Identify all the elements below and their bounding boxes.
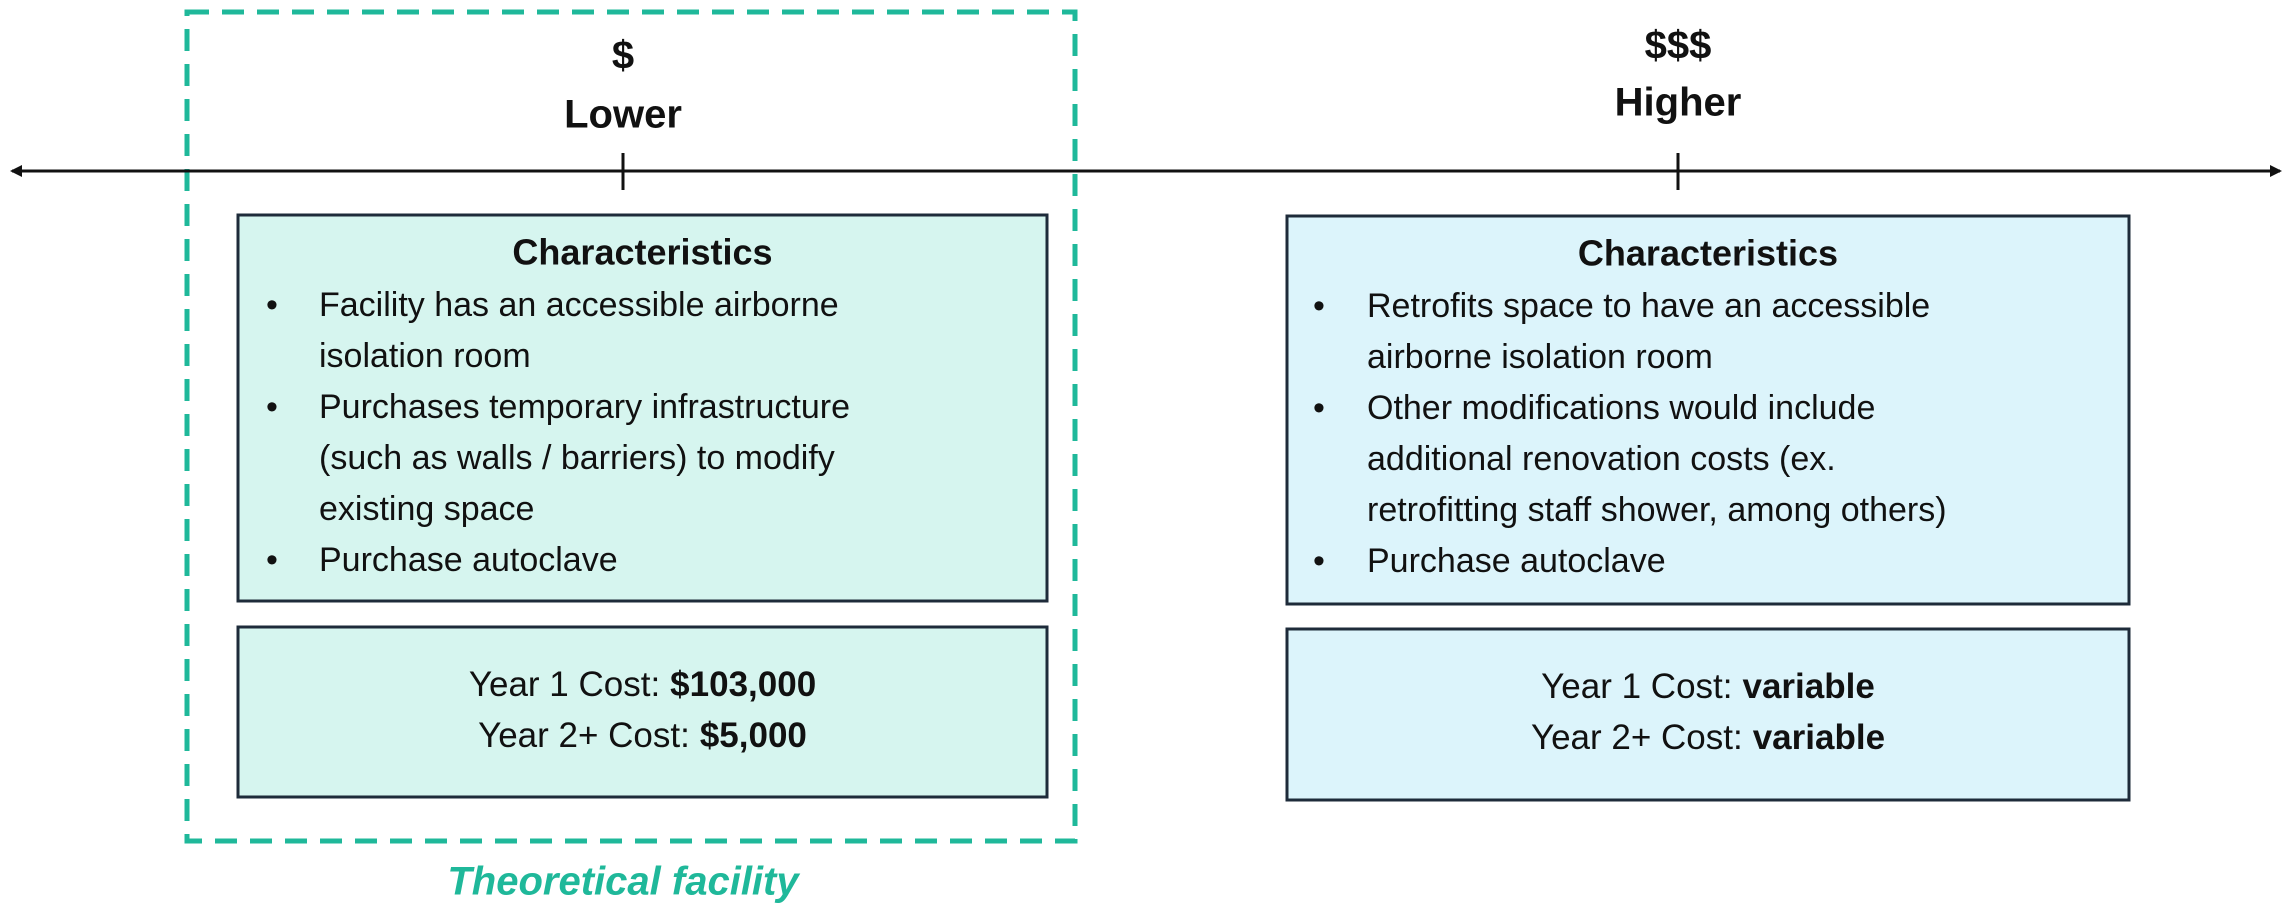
bullet-text: Purchases temporary infrastructure <box>319 388 850 426</box>
annotation: Theoretical facility <box>447 860 800 904</box>
bullet: • <box>266 541 278 579</box>
bullet: • <box>1313 287 1325 325</box>
bullet-text: Purchase autoclave <box>319 541 618 579</box>
cost-line: Year 2+ Cost: $5,000 <box>478 716 807 755</box>
bullet-text: Purchase autoclave <box>1367 542 1666 580</box>
bullet: • <box>1313 542 1325 580</box>
cost-label: Year 2+ Cost: <box>1531 718 1743 757</box>
cost-value: variable <box>1743 667 1875 706</box>
bullet-text: existing space <box>319 490 534 528</box>
characteristics-box <box>1285 214 2131 606</box>
cost-label: Year 1 Cost: <box>469 665 660 704</box>
cost-line: Year 1 Cost: variable <box>1541 667 1875 706</box>
cost-symbol: $$$ <box>1645 24 1712 68</box>
bullet: • <box>266 286 278 324</box>
cost-box <box>236 625 1049 799</box>
cost-level: Higher <box>1615 81 1742 125</box>
cost-line: Year 1 Cost: $103,000 <box>469 665 816 704</box>
characteristics-heading: Characteristics <box>512 232 772 273</box>
bullet-text: (such as walls / barriers) to modify <box>319 439 835 477</box>
cost-value: variable <box>1753 718 1885 757</box>
bullet: • <box>266 388 278 426</box>
characteristics-box <box>236 213 1049 603</box>
bullet-text: isolation room <box>319 337 531 375</box>
characteristics-heading: Characteristics <box>1578 233 1838 274</box>
cost-label: Year 1 Cost: <box>1541 667 1732 706</box>
highlight-box <box>184 9 1078 844</box>
cost-label: Year 2+ Cost: <box>478 716 690 755</box>
bullet: • <box>1313 389 1325 427</box>
bullet-text: additional renovation costs (ex. <box>1367 440 1836 478</box>
bullet-text: retrofitting staff shower, among others) <box>1367 491 1947 529</box>
cost-level: Lower <box>564 93 682 137</box>
cost-value: $103,000 <box>670 665 816 704</box>
bullet-text: Facility has an accessible airborne <box>319 286 839 324</box>
cost-value: $5,000 <box>700 716 807 755</box>
bullet-text: airborne isolation room <box>1367 338 1713 376</box>
bullet-text: Other modifications would include <box>1367 389 1875 427</box>
cost-symbol: $ <box>612 34 634 78</box>
bullet-text: Retrofits space to have an accessible <box>1367 287 1930 325</box>
cost-line: Year 2+ Cost: variable <box>1531 718 1885 757</box>
cost-box <box>1285 627 2131 802</box>
